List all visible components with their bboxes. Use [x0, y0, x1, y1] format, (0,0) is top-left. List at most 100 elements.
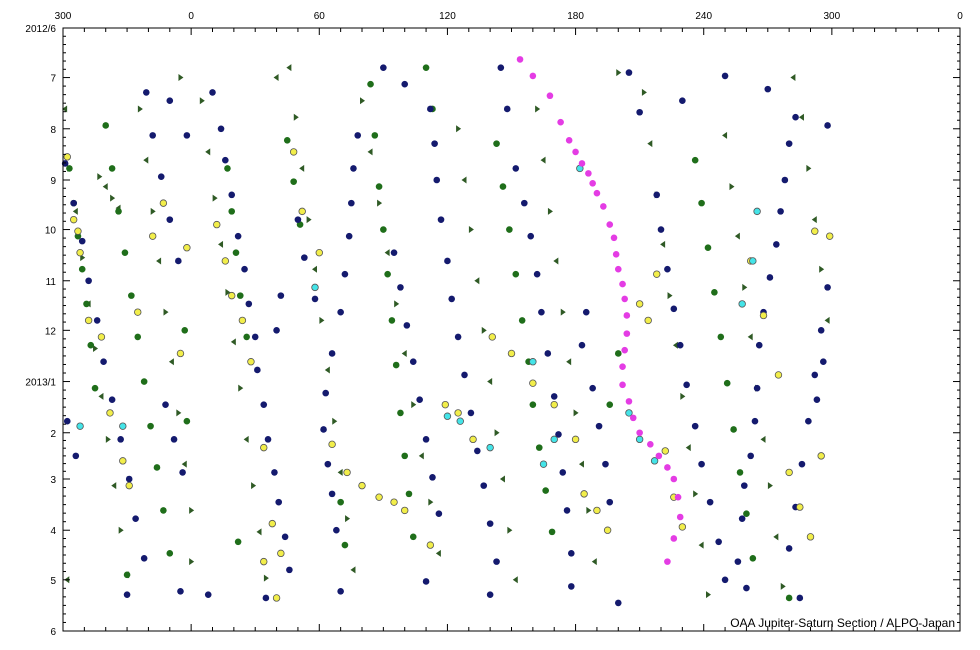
navy-circle-point [653, 191, 661, 199]
triangle-point [693, 490, 699, 498]
triangle-point [540, 156, 546, 164]
x-tick-label: 120 [439, 11, 456, 22]
triangle-point [168, 358, 174, 366]
navy-circle-point [606, 498, 614, 506]
yellow-circle-point [571, 435, 580, 444]
cyan-circle-point [749, 257, 757, 265]
navy-circle-point [204, 591, 212, 598]
navy-circle-point [277, 292, 285, 299]
triangle-point [499, 475, 505, 483]
green-circle-point [102, 122, 110, 129]
navy-circle-point [422, 436, 430, 443]
triangle-point [790, 74, 796, 82]
triangle-point [667, 292, 673, 300]
yellow-circle-point [580, 490, 588, 498]
triangle-point [698, 541, 704, 549]
navy-circle-point [738, 515, 746, 522]
navy-circle-point [670, 305, 678, 313]
yellow-circle-point [343, 468, 351, 477]
green-circle-point [397, 409, 404, 417]
navy-circle-point [715, 538, 722, 546]
yellow-circle-point [774, 371, 783, 379]
triangle-point [481, 326, 487, 334]
green-circle-point [147, 422, 154, 430]
navy-circle-point [345, 232, 353, 240]
yellow-circle-point [76, 248, 84, 257]
green-circle-point [422, 64, 430, 71]
navy-circle-point [93, 317, 101, 324]
triangle-point [394, 300, 400, 308]
triangle-point [93, 344, 99, 352]
triangle-point [722, 131, 728, 139]
navy-circle-point [824, 122, 831, 129]
yellow-circle-point [298, 207, 306, 216]
yellow-circle-point [817, 452, 825, 460]
green-circle-point [375, 183, 383, 190]
navy-circle-point [117, 436, 124, 443]
navy-circle-point [142, 89, 150, 96]
magenta-circle-point [529, 72, 537, 80]
triangle-point [137, 105, 143, 113]
yellow-circle-point [148, 232, 157, 240]
navy-circle-point [486, 591, 494, 598]
triangle-point [734, 232, 740, 240]
green-circle-point [512, 270, 520, 278]
navy-circle-point [743, 584, 750, 592]
magenta-circle-point [647, 441, 654, 448]
green-circle-point [698, 199, 705, 207]
navy-circle-point [140, 555, 148, 562]
navy-circle-point [563, 507, 571, 514]
triangle-point [819, 265, 825, 273]
green-circle-point [66, 165, 73, 172]
green-circle-point [384, 270, 391, 278]
navy-circle-point [348, 199, 355, 207]
green-circle-point [711, 289, 718, 296]
green-circle-point [296, 221, 304, 228]
triangle-point [729, 183, 735, 191]
navy-circle-point [676, 341, 684, 349]
navy-circle-point [281, 533, 289, 541]
navy-circle-point [125, 475, 133, 483]
yellow-circle-point [806, 533, 815, 541]
green-circle-point [87, 341, 95, 349]
navy-circle-point [260, 401, 268, 408]
navy-circle-point [805, 417, 812, 425]
triangle-point [98, 392, 104, 400]
cyan-circle-point [635, 435, 644, 444]
green-circle-point [704, 244, 712, 252]
magenta-circle-point [619, 381, 626, 389]
green-circle-point [723, 379, 731, 387]
green-circle-point [341, 541, 349, 549]
navy-circle-point [241, 265, 248, 273]
triangle-point [332, 417, 338, 425]
navy-circle-point [78, 237, 86, 245]
green-circle-point [743, 510, 750, 518]
triangle-point [156, 257, 162, 265]
green-circle-point [730, 426, 737, 433]
navy-circle-point [474, 447, 481, 455]
magenta-circle-point [585, 170, 592, 177]
y-tick-label: 9 [50, 176, 56, 187]
navy-circle-point [461, 371, 468, 379]
navy-circle-point [568, 550, 575, 557]
triangle-point [512, 576, 518, 584]
magenta-circle-point [578, 160, 586, 167]
x-tick-label: 240 [695, 11, 712, 22]
magenta-circle-point [655, 452, 663, 460]
navy-circle-point [740, 482, 748, 489]
magenta-circle-point [612, 251, 620, 258]
navy-circle-point [409, 358, 417, 366]
magenta-circle-point [623, 312, 631, 319]
navy-circle-point [777, 208, 784, 215]
yellow-circle-point [247, 358, 255, 366]
triangle-point [110, 194, 116, 202]
green-circle-point [234, 538, 242, 546]
navy-circle-point [538, 308, 545, 316]
triangle-point [299, 164, 305, 172]
green-circle-point [153, 464, 161, 471]
navy-circle-point [403, 322, 411, 329]
credit-text: OAA Jupiter-Saturn Section / ALPO-Japan [730, 616, 955, 630]
navy-circle-point [422, 578, 430, 585]
magenta-circle-point [670, 475, 678, 483]
yellow-circle-point [125, 481, 133, 490]
